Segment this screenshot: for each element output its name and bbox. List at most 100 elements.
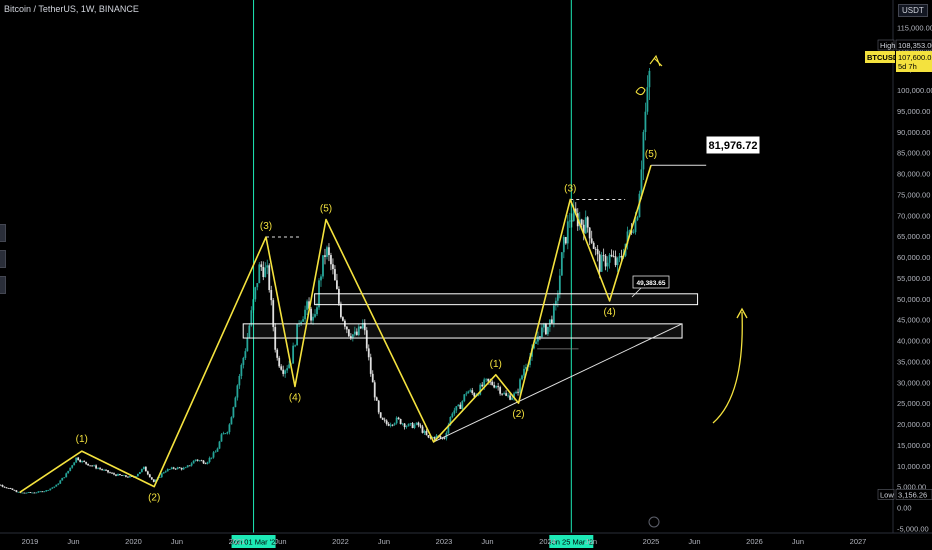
candle-body	[457, 404, 460, 407]
candle-body	[272, 300, 275, 328]
candle-body	[399, 418, 402, 425]
candle-body	[620, 256, 623, 258]
wave-label: (5)	[645, 149, 657, 160]
candle-body	[29, 492, 32, 493]
candle-body	[596, 249, 599, 255]
candle-body	[564, 237, 567, 244]
candle-body	[539, 336, 541, 338]
candle-body	[612, 256, 615, 258]
time-axis[interactable]: 2019 Jun 2020 Jun 2021 Jun 2022 Jun 2023 Jun 2024 J…	[22, 537, 867, 546]
candle-body	[280, 366, 283, 370]
side-toolbar-button[interactable]	[0, 224, 6, 242]
candle-body	[371, 373, 374, 383]
time-tick-label: Jun	[792, 537, 804, 546]
candle-body	[320, 276, 322, 281]
candle-body	[63, 477, 66, 479]
candle-body	[550, 319, 553, 324]
time-tick-label: 2024	[539, 537, 556, 546]
candle-body	[584, 217, 587, 234]
candle-body	[9, 488, 12, 489]
candle-body	[115, 474, 117, 476]
candle-body	[648, 70, 651, 88]
candle-body	[113, 473, 115, 475]
candle-body	[174, 468, 177, 470]
candle-body	[15, 490, 18, 493]
candle-body	[13, 489, 16, 491]
side-toolbar-button[interactable]	[0, 276, 6, 294]
time-marker-label: Mon 25 Mar '24	[545, 538, 597, 547]
candle-body	[23, 492, 26, 494]
candle-body	[505, 393, 507, 396]
candle-body	[359, 326, 362, 329]
candle-body	[160, 473, 163, 478]
candle-body	[208, 457, 211, 463]
candle-body	[618, 256, 621, 259]
candle-body	[47, 490, 50, 491]
candle-body	[397, 417, 400, 419]
candle-body	[509, 395, 511, 400]
candle-body	[363, 322, 366, 331]
candle-body	[51, 487, 54, 489]
candle-body	[73, 462, 76, 466]
candle-body	[17, 492, 20, 493]
price-tick-label: 25,000.00	[897, 399, 930, 408]
symbol-label: BTCUSDT	[867, 53, 903, 62]
candle-body	[495, 386, 498, 388]
candle-body	[429, 437, 432, 439]
candle-body	[37, 491, 40, 493]
candle-body	[425, 431, 428, 436]
candle-body	[353, 331, 356, 335]
candle-body	[27, 492, 30, 493]
candle-body	[61, 477, 64, 481]
candle-body	[439, 436, 442, 438]
candle-body	[260, 264, 263, 267]
candle-body	[97, 468, 99, 469]
currency-unit-badge[interactable]: USDT	[898, 4, 928, 17]
time-tick-label: 2022	[332, 537, 349, 546]
support-callout-label: 49,383.65	[637, 280, 666, 287]
candle-body	[379, 412, 382, 418]
candle-body	[513, 393, 515, 398]
candle-body	[1, 485, 4, 487]
replay-icon	[648, 516, 660, 528]
high-value-box	[895, 39, 932, 51]
candle-body	[375, 397, 378, 401]
candle-body	[258, 264, 261, 284]
price-tick-label: 85,000.00	[897, 149, 930, 158]
candle-body	[240, 364, 243, 376]
candle-body	[103, 469, 105, 471]
wave-label: (2)	[512, 409, 524, 420]
candle-body	[537, 336, 539, 342]
candle-body	[65, 473, 68, 478]
overlay-layer: Mon 01 Mar '21 Mon 25 Mar '24 (1) (2) (3) (4)…	[19, 0, 761, 548]
candle-body	[355, 331, 358, 335]
price-tick-label: 5,000.00	[897, 483, 926, 492]
candle-body	[142, 466, 145, 470]
candle-body	[636, 217, 639, 221]
price-tick-label: 45,000.00	[897, 316, 930, 325]
candle-body	[391, 424, 394, 426]
candle-body	[35, 492, 38, 494]
candle-body	[421, 426, 424, 433]
wave-label: (4)	[603, 307, 615, 318]
candle-body	[336, 280, 338, 289]
candle-body	[517, 391, 519, 393]
candle-body	[276, 349, 279, 358]
price-tick-label: 75,000.00	[897, 190, 930, 199]
candle-body	[395, 417, 398, 424]
time-tick-label: Jun	[67, 537, 79, 546]
candle-body	[535, 341, 537, 344]
candle-body	[483, 379, 486, 387]
side-toolbar-button[interactable]	[0, 250, 6, 268]
candle-body	[49, 488, 52, 491]
candle-body	[134, 476, 137, 478]
candle-body	[533, 343, 535, 349]
candle-body	[367, 348, 370, 358]
candle-body	[105, 469, 107, 471]
candle-body	[393, 423, 396, 425]
candle-body	[123, 475, 125, 477]
candle-body	[109, 472, 111, 474]
candle-body	[497, 386, 500, 388]
